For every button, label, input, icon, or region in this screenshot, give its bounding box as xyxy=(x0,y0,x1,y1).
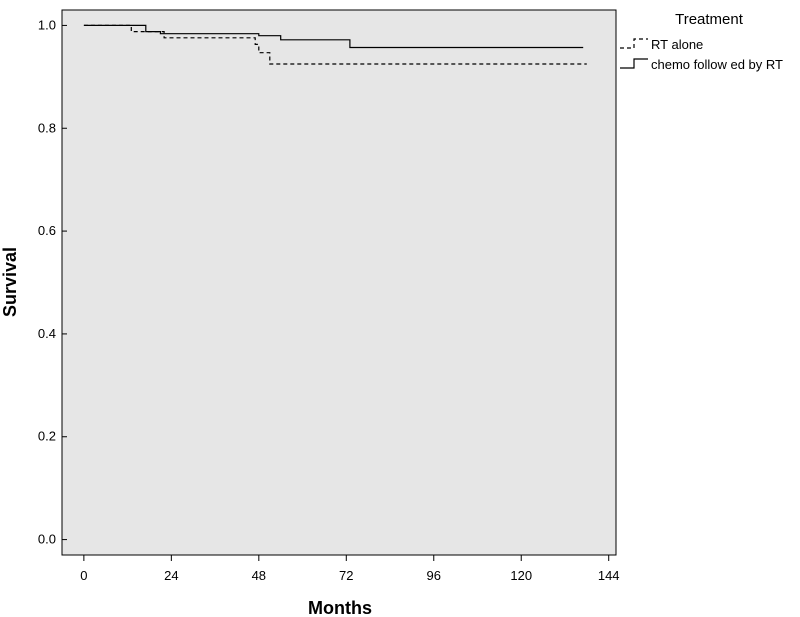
x-tick-label: 144 xyxy=(598,568,620,583)
legend: Treatment RT alone chemo follow ed by RT xyxy=(620,11,783,72)
x-tick-label: 24 xyxy=(164,568,178,583)
x-axis-title: Months xyxy=(308,598,372,617)
y-tick-label: 1.0 xyxy=(38,17,56,32)
x-tick-label: 48 xyxy=(252,568,266,583)
y-axis: 0.0 0.2 0.4 0.6 0.8 1.0 xyxy=(38,17,67,547)
series-line-2 xyxy=(83,24,584,49)
x-axis: 0 24 48 72 96 120 144 xyxy=(80,555,620,583)
legend-symbol xyxy=(620,58,648,69)
y-axis-title: Survival xyxy=(0,247,20,317)
legend-label: RT alone xyxy=(651,37,703,52)
y-tick-label: 0.8 xyxy=(38,120,56,135)
plot-background xyxy=(61,9,617,556)
y-tick-label: 0.2 xyxy=(38,429,56,444)
legend-entry: chemo follow ed by RT xyxy=(620,57,783,72)
x-tick-label: 72 xyxy=(339,568,353,583)
x-tick-label: 0 xyxy=(80,568,87,583)
x-tick-label: 96 xyxy=(427,568,441,583)
series-layer xyxy=(83,24,587,65)
y-tick-label: 0.6 xyxy=(38,223,56,238)
y-tick-label: 0.4 xyxy=(38,326,56,341)
legend-title: Treatment xyxy=(675,11,744,28)
legend-label: chemo follow ed by RT xyxy=(651,57,783,72)
x-tick-label: 120 xyxy=(510,568,532,583)
legend-entry: RT alone xyxy=(620,37,703,52)
y-tick-label: 0.0 xyxy=(38,532,56,547)
series-line-1 xyxy=(83,24,587,65)
legend-symbol xyxy=(620,38,648,49)
